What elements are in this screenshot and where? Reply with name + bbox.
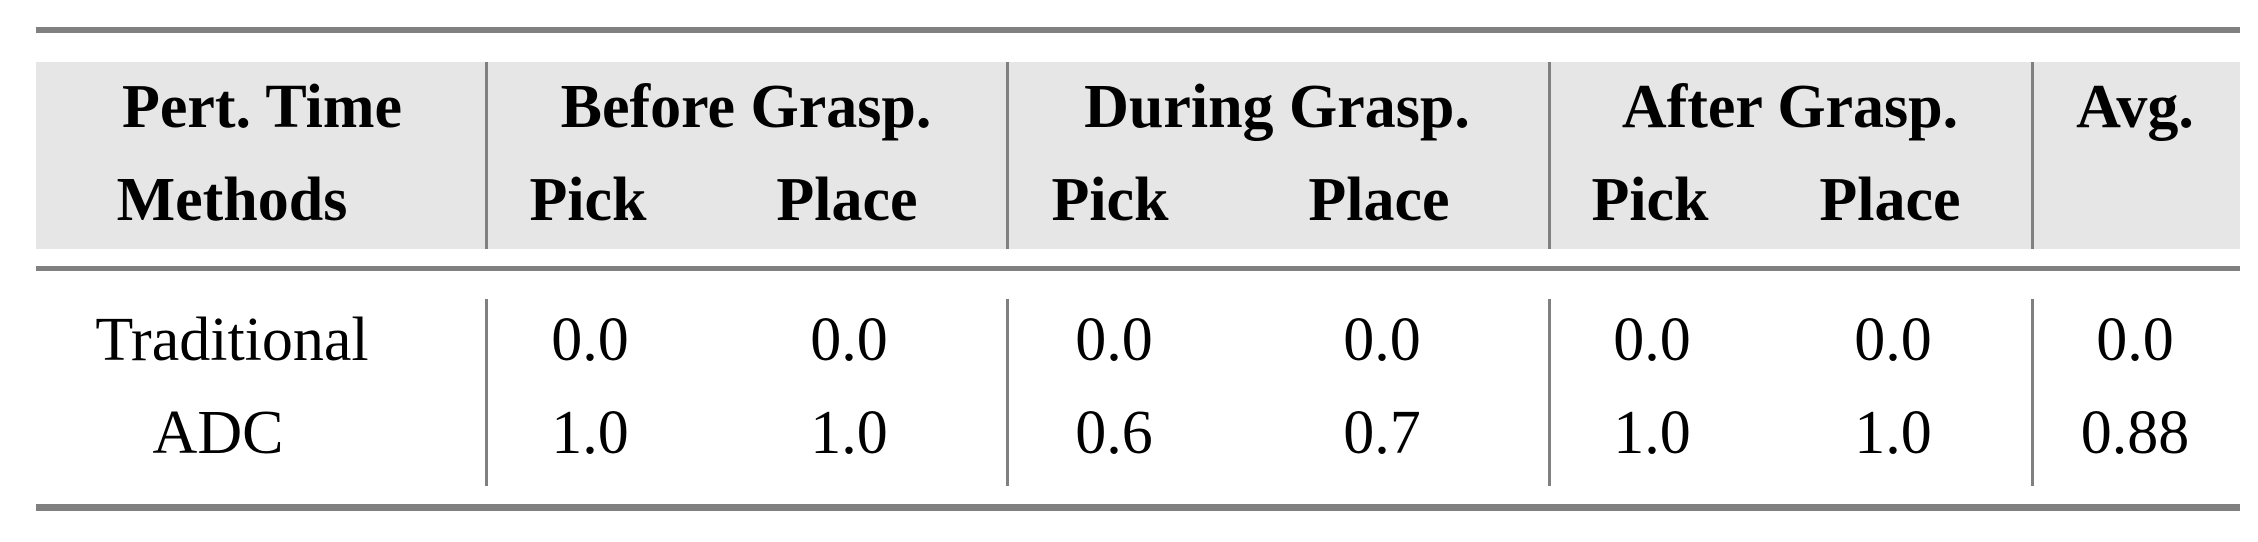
body-divider — [485, 299, 488, 486]
header-before-grasp: Before Grasp. — [560, 73, 932, 141]
header-methods: Methods — [116, 166, 348, 234]
value-cell: 0.6 — [1075, 399, 1153, 467]
value-cell: 0.0 — [1613, 306, 1691, 374]
header-divider — [2031, 62, 2034, 249]
value-cell: 0.0 — [1075, 306, 1153, 374]
top-rule — [36, 27, 2240, 33]
value-cell: 0.0 — [2096, 306, 2174, 374]
header-background — [36, 62, 2240, 249]
header-place: Place — [776, 166, 918, 234]
header-place: Place — [1308, 166, 1450, 234]
header-place: Place — [1819, 166, 1961, 234]
header-pick: Pick — [1051, 166, 1169, 234]
header-after-grasp: After Grasp. — [1621, 73, 1959, 141]
value-cell: 1.0 — [1854, 399, 1932, 467]
header-avg: Avg. — [2076, 73, 2194, 141]
value-cell: 0.7 — [1343, 399, 1421, 467]
header-pert-time: Pert. Time — [121, 73, 403, 141]
body-divider — [2031, 299, 2034, 486]
header-pick: Pick — [1591, 166, 1709, 234]
value-cell: 0.0 — [810, 306, 888, 374]
value-cell: 1.0 — [551, 399, 629, 467]
header-divider — [485, 62, 488, 249]
body-divider — [1548, 299, 1551, 486]
mid-rule — [36, 266, 2240, 271]
value-cell: 0.88 — [2080, 399, 2190, 467]
header-divider — [1006, 62, 1009, 249]
value-cell: 0.0 — [551, 306, 629, 374]
method-name: Traditional — [95, 306, 369, 374]
header-during-grasp: During Grasp. — [1084, 73, 1470, 141]
bottom-rule — [36, 504, 2240, 511]
method-name: ADC — [152, 399, 284, 467]
body-divider — [1006, 299, 1009, 486]
header-pick: Pick — [529, 166, 647, 234]
value-cell: 1.0 — [1613, 399, 1691, 467]
value-cell: 0.0 — [1854, 306, 1932, 374]
header-divider — [1548, 62, 1551, 249]
value-cell: 1.0 — [810, 399, 888, 467]
value-cell: 0.0 — [1343, 306, 1421, 374]
